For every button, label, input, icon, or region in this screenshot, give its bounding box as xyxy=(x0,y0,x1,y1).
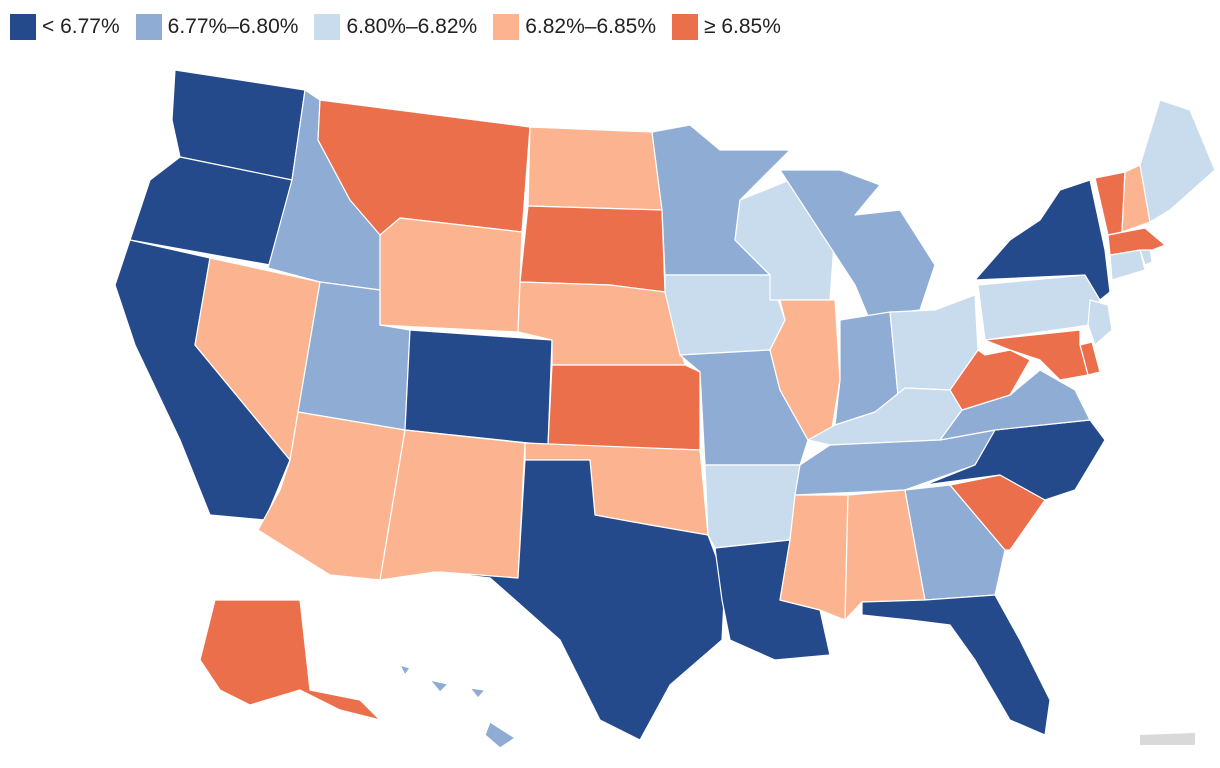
state-NY[interactable] xyxy=(974,179,1111,301)
state-TX[interactable] xyxy=(439,459,726,741)
state-WY[interactable] xyxy=(379,217,523,333)
legend-label: 6.82%–6.85% xyxy=(525,15,656,38)
state-PA[interactable] xyxy=(977,274,1101,341)
state-FL[interactable] xyxy=(861,594,1051,736)
legend-item-6-77-6-80: 6.77%–6.80% xyxy=(135,14,299,40)
state-CO[interactable] xyxy=(404,329,553,446)
legend-label: ≥ 6.85% xyxy=(704,15,781,38)
legend-item-lt-6-77: < 6.77% xyxy=(10,14,120,40)
legend-item-6-80-6-82: 6.80%–6.82% xyxy=(314,14,477,40)
state-KS[interactable] xyxy=(547,364,701,451)
legend-label: < 6.77% xyxy=(42,15,120,38)
territory-PR xyxy=(1140,733,1195,745)
legend-swatch xyxy=(10,14,36,40)
state-ND[interactable] xyxy=(527,126,663,211)
state-MD[interactable] xyxy=(984,329,1089,381)
legend: < 6.77% 6.77%–6.80% 6.80%–6.82% 6.82%–6.… xyxy=(10,14,781,40)
state-GA[interactable] xyxy=(904,484,1006,601)
legend-label: 6.80%–6.82% xyxy=(346,15,478,38)
legend-swatch xyxy=(493,14,520,40)
state-MI[interactable] xyxy=(779,169,936,317)
legend-swatch xyxy=(314,14,341,40)
legend-swatch xyxy=(672,14,698,40)
state-NM[interactable] xyxy=(379,429,526,581)
state-AK[interactable] xyxy=(199,599,381,721)
state-NJ[interactable] xyxy=(1087,299,1113,346)
legend-item-6-82-6-85: 6.82%–6.85% xyxy=(493,14,656,40)
state-ME[interactable] xyxy=(1139,99,1216,223)
state-MA[interactable] xyxy=(1107,227,1166,256)
state-AR[interactable] xyxy=(704,464,801,549)
state-HI[interactable] xyxy=(399,664,516,749)
state-WV[interactable] xyxy=(949,349,1031,411)
legend-label: 6.77%–6.80% xyxy=(167,15,299,38)
state-OR[interactable] xyxy=(129,156,293,266)
state-SD[interactable] xyxy=(519,205,666,293)
legend-item-ge-6-85: ≥ 6.85% xyxy=(672,14,781,40)
legend-swatch xyxy=(135,14,162,40)
state-IA[interactable] xyxy=(664,274,786,356)
